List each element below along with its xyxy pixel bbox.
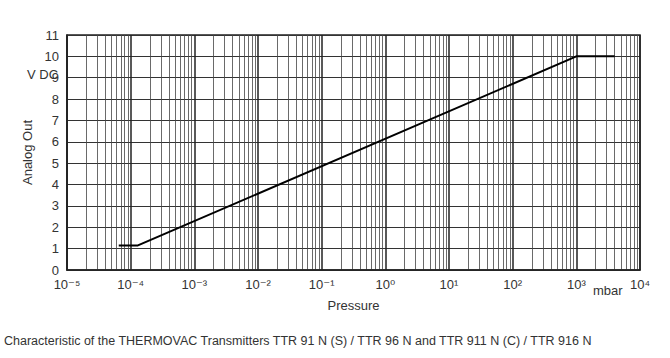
svg-text:8: 8 bbox=[52, 92, 59, 107]
svg-text:10²: 10² bbox=[503, 277, 522, 292]
svg-text:0: 0 bbox=[52, 263, 59, 278]
svg-text:10⁴: 10⁴ bbox=[630, 277, 650, 292]
svg-text:1: 1 bbox=[52, 241, 59, 256]
svg-text:10⁻³: 10⁻³ bbox=[182, 277, 208, 292]
svg-text:10: 10 bbox=[45, 49, 59, 64]
svg-text:4: 4 bbox=[52, 177, 59, 192]
svg-text:10⁻⁴: 10⁻⁴ bbox=[117, 277, 144, 292]
svg-text:11: 11 bbox=[46, 28, 60, 43]
svg-text:Characteristic of the THERMOVA: Characteristic of the THERMOVAC Transmit… bbox=[4, 334, 591, 348]
svg-text:10⁻²: 10⁻² bbox=[245, 277, 271, 292]
svg-text:6: 6 bbox=[52, 134, 59, 149]
svg-text:9: 9 bbox=[52, 70, 59, 85]
svg-text:10⁻⁵: 10⁻⁵ bbox=[54, 277, 81, 292]
svg-text:V DC: V DC bbox=[27, 67, 59, 82]
svg-text:2: 2 bbox=[52, 220, 59, 235]
svg-text:5: 5 bbox=[52, 156, 59, 171]
svg-text:mbar: mbar bbox=[593, 283, 623, 298]
svg-text:7: 7 bbox=[52, 113, 59, 128]
svg-text:Analog Out: Analog Out bbox=[20, 120, 35, 185]
svg-text:10⁰: 10⁰ bbox=[375, 277, 395, 292]
svg-text:Pressure: Pressure bbox=[327, 298, 379, 313]
svg-text:10¹: 10¹ bbox=[440, 277, 459, 292]
svg-text:10³: 10³ bbox=[567, 277, 586, 292]
svg-text:3: 3 bbox=[52, 198, 59, 213]
svg-text:10⁻¹: 10⁻¹ bbox=[309, 277, 335, 292]
